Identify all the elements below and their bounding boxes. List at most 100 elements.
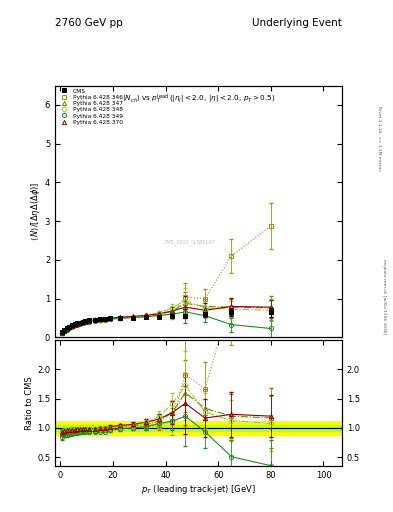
Pythia 6.428 370 [108, 315, 113, 321]
Pythia 6.428 348 [143, 312, 148, 318]
Pythia 6.428 348 [59, 330, 64, 336]
CMS [130, 314, 135, 321]
CMS [80, 319, 85, 325]
CMS [103, 316, 107, 322]
Pythia 6.428 348 [67, 324, 72, 330]
Pythia 6.428 346 [72, 322, 77, 328]
Pythia 6.428 348 [157, 310, 162, 316]
Text: Underlying Event: Underlying Event [252, 18, 342, 28]
Pythia 6.428 347 [229, 304, 234, 310]
Pythia 6.428 370 [130, 313, 135, 319]
Legend: CMS, Pythia 6.428 346, Pythia 6.428 347, Pythia 6.428 348, Pythia 6.428 349, Pyt: CMS, Pythia 6.428 346, Pythia 6.428 347,… [57, 87, 124, 126]
Pythia 6.428 370 [103, 316, 107, 322]
CMS [108, 315, 113, 322]
Line: Pythia 6.428 349: Pythia 6.428 349 [59, 310, 273, 335]
Pythia 6.428 346 [183, 294, 188, 300]
Pythia 6.428 347 [64, 326, 69, 332]
Pythia 6.428 348 [203, 305, 208, 311]
Line: Pythia 6.428 348: Pythia 6.428 348 [60, 298, 273, 335]
Pythia 6.428 370 [72, 322, 77, 328]
Pythia 6.428 347 [83, 318, 88, 325]
CMS [117, 315, 122, 321]
Pythia 6.428 346 [80, 319, 85, 325]
Pythia 6.428 346 [157, 313, 162, 319]
Pythia 6.428 349 [80, 320, 85, 326]
Pythia 6.428 346 [108, 316, 113, 322]
Pythia 6.428 348 [64, 326, 69, 332]
Pythia 6.428 346 [143, 314, 148, 320]
Pythia 6.428 347 [108, 315, 113, 322]
Pythia 6.428 370 [64, 326, 69, 332]
Pythia 6.428 349 [108, 316, 113, 322]
Text: mcplots.cern.ch [arXiv:1306.3436]: mcplots.cern.ch [arXiv:1306.3436] [382, 260, 386, 334]
Pythia 6.428 349 [143, 314, 148, 320]
Pythia 6.428 347 [268, 305, 273, 311]
Line: Pythia 6.428 347: Pythia 6.428 347 [59, 301, 273, 335]
Pythia 6.428 347 [103, 316, 107, 322]
CMS [268, 309, 273, 315]
CMS [92, 316, 97, 323]
Pythia 6.428 348 [103, 316, 107, 322]
Pythia 6.428 346 [229, 253, 234, 259]
Pythia 6.428 349 [70, 324, 75, 330]
Pythia 6.428 347 [97, 316, 102, 323]
Pythia 6.428 370 [87, 317, 92, 324]
Pythia 6.428 370 [183, 304, 188, 310]
Pythia 6.428 370 [268, 304, 273, 310]
Pythia 6.428 348 [75, 321, 80, 327]
Pythia 6.428 348 [97, 316, 102, 323]
Pythia 6.428 370 [92, 317, 97, 323]
CMS [170, 313, 174, 319]
Pythia 6.428 370 [75, 321, 80, 327]
CMS [203, 311, 208, 317]
Pythia 6.428 349 [83, 319, 88, 325]
Pythia 6.428 347 [183, 300, 188, 306]
Pythia 6.428 346 [103, 316, 107, 322]
Pythia 6.428 346 [83, 318, 88, 325]
Bar [55, 421, 342, 435]
Pythia 6.428 346 [268, 223, 273, 229]
Pythia 6.428 346 [170, 311, 174, 317]
Pythia 6.428 348 [170, 305, 174, 311]
Pythia 6.428 370 [80, 319, 85, 325]
CMS [59, 329, 64, 335]
Pythia 6.428 348 [80, 319, 85, 325]
Pythia 6.428 348 [92, 317, 97, 323]
Pythia 6.428 349 [92, 317, 97, 324]
Pythia 6.428 347 [62, 328, 66, 334]
CMS [62, 327, 66, 333]
Pythia 6.428 349 [229, 322, 234, 328]
Pythia 6.428 370 [83, 318, 88, 325]
Pythia 6.428 348 [62, 328, 66, 334]
Pythia 6.428 370 [170, 308, 174, 314]
Pythia 6.428 349 [103, 317, 107, 323]
CMS [78, 319, 83, 326]
Pythia 6.428 346 [78, 320, 83, 326]
Pythia 6.428 349 [97, 317, 102, 324]
Y-axis label: Ratio to CMS: Ratio to CMS [25, 376, 34, 430]
Pythia 6.428 349 [117, 315, 122, 322]
X-axis label: $p_T$ (leading track-jet) [GeV]: $p_T$ (leading track-jet) [GeV] [141, 482, 256, 496]
Pythia 6.428 349 [72, 323, 77, 329]
Pythia 6.428 349 [203, 313, 208, 319]
Pythia 6.428 346 [97, 316, 102, 323]
Pythia 6.428 349 [157, 312, 162, 318]
Pythia 6.428 348 [229, 306, 234, 312]
Pythia 6.428 348 [87, 317, 92, 324]
Pythia 6.428 370 [117, 314, 122, 321]
Pythia 6.428 349 [64, 327, 69, 333]
Line: Pythia 6.428 370: Pythia 6.428 370 [59, 304, 273, 335]
Pythia 6.428 347 [78, 320, 83, 326]
Pythia 6.428 346 [203, 295, 208, 302]
Pythia 6.428 347 [70, 323, 75, 329]
Text: CMS_2015_I1385107: CMS_2015_I1385107 [164, 239, 216, 245]
Pythia 6.428 348 [183, 297, 188, 304]
Pythia 6.428 349 [268, 326, 273, 332]
CMS [183, 313, 188, 319]
Pythia 6.428 348 [117, 314, 122, 321]
Pythia 6.428 347 [87, 317, 92, 324]
Pythia 6.428 370 [59, 330, 64, 336]
Pythia 6.428 346 [67, 324, 72, 330]
Pythia 6.428 347 [92, 317, 97, 323]
Pythia 6.428 346 [92, 317, 97, 323]
